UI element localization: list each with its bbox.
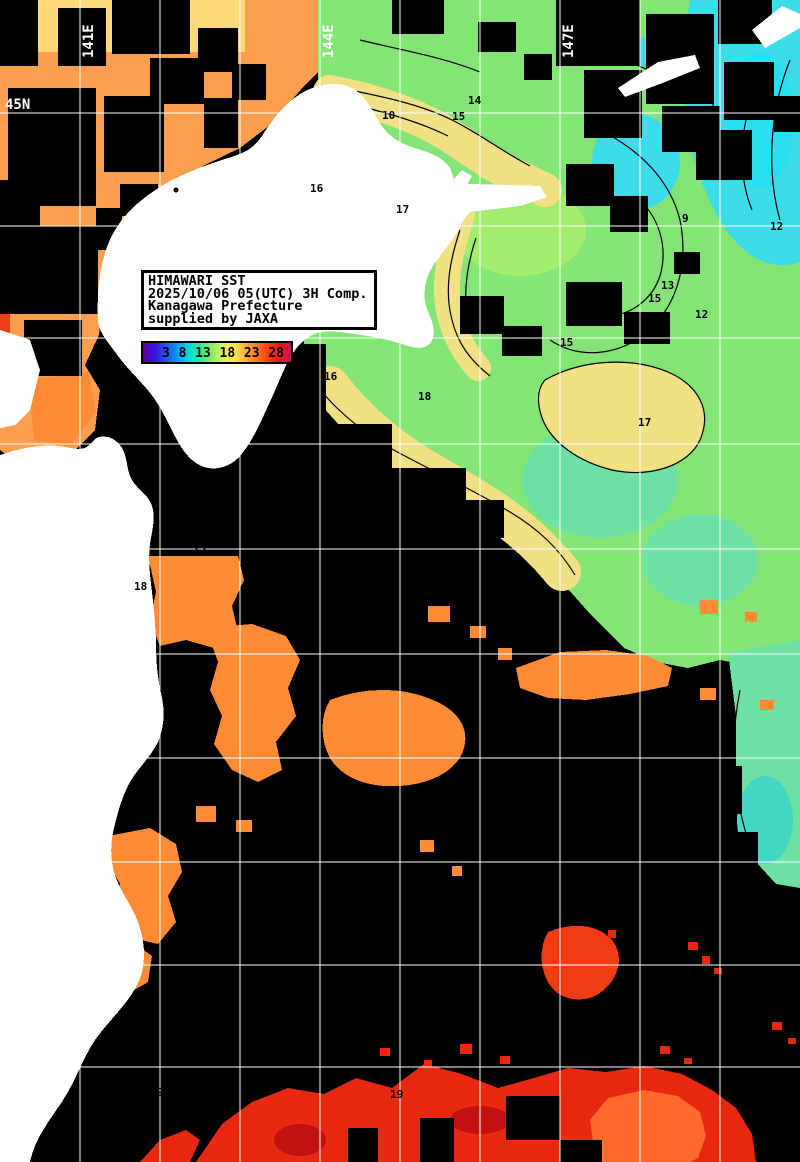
isotherm-value-label: 12	[770, 220, 783, 233]
landmass-honshu	[0, 436, 164, 1162]
isotherm-value-label: 9	[682, 212, 689, 225]
isotherm-value-label: 15	[560, 336, 573, 349]
isotherm-value-label: 18	[134, 580, 147, 593]
isotherm-value-label: 17	[638, 416, 651, 429]
island-kunashir	[428, 170, 472, 228]
hot-sst-band-bottom	[140, 1064, 756, 1162]
colorbar-tick: 18	[219, 346, 236, 361]
isotherm-value-label: 19	[150, 1086, 163, 1099]
isotherm-value-label: 13	[661, 279, 674, 292]
isotherm-value-label: 14	[468, 94, 482, 107]
isotherm-value-label: 16	[610, 198, 624, 211]
map-title-box: HIMAWARI SST 2025/10/06 05(UTC) 3H Comp.…	[141, 270, 377, 330]
island-iturup	[618, 55, 700, 97]
longitude-label: 144E	[321, 24, 337, 58]
grid-coordinate-labels: 141E 144E 147E 45N	[5, 24, 577, 113]
small-island-dot	[173, 187, 179, 193]
isotherm-value-label: 12	[695, 308, 708, 321]
isotherm-value-label: 16	[310, 182, 324, 195]
isotherm-value-label: 16	[324, 370, 338, 383]
isotherm-value-label: 10	[382, 109, 395, 122]
longitude-label: 141E	[81, 24, 97, 58]
colorbar-tick-labels: 3 8 13 18 23 28	[143, 344, 291, 363]
colorbar-tick: 8	[178, 346, 187, 361]
coastal-white-pocket	[0, 330, 40, 428]
isotherm-value-label: 19	[193, 541, 206, 554]
isotherm-value-label: 15	[648, 292, 661, 305]
temperature-colorbar: 3 8 13 18 23 28	[141, 341, 293, 364]
isotherm-value-label: 17	[396, 203, 409, 216]
isotherm-value-label: 18	[418, 390, 431, 403]
title-line-credit: supplied by JAXA	[148, 310, 279, 327]
colorbar-tick: 23	[243, 346, 260, 361]
colorbar-tick: 3	[162, 346, 170, 361]
isotherm-value-label: 15	[452, 110, 465, 123]
title-line-datetime: 2025/10/06 05(UTC) 3H Comp.	[148, 285, 368, 302]
latitude-label: 45N	[5, 97, 30, 113]
colorbar-tick: 13	[195, 346, 211, 361]
isotherm-value-label: 19	[390, 1088, 403, 1101]
colorbar-tick: 28	[268, 346, 284, 361]
longitude-label: 147E	[561, 24, 577, 58]
island-iturup-ne	[752, 6, 800, 48]
title-line-region: Kanagawa Prefecture	[148, 298, 303, 314]
title-line-product: HIMAWARI SST	[148, 273, 246, 289]
